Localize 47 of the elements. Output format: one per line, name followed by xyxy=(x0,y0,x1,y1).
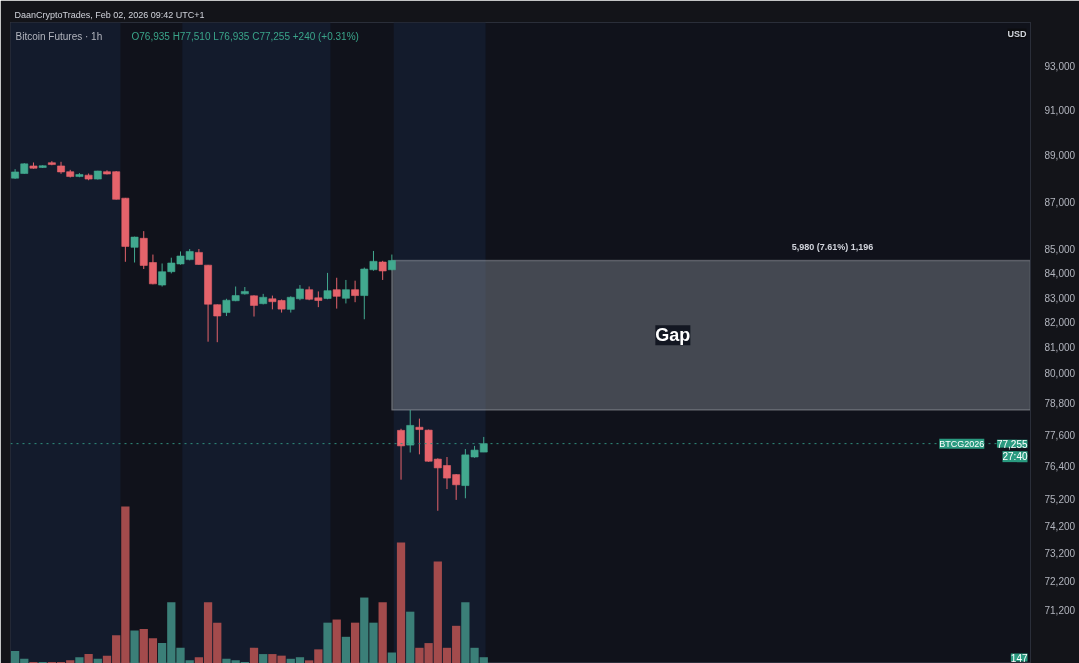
y-tick-label: 73,200 xyxy=(1044,548,1076,560)
y-tick-label: 85,000 xyxy=(1044,244,1076,256)
y-axis-title: USD xyxy=(1007,28,1027,39)
candlestick xyxy=(250,294,258,318)
candlestick xyxy=(323,272,332,300)
candlestick xyxy=(130,236,139,264)
text: DaanCryptoTrades, Feb 02, 2026 09:42 UTC+1 xyxy=(14,9,205,20)
y-tick-label: 71,200 xyxy=(1044,604,1076,616)
y-tick-label: 72,200 xyxy=(1044,576,1076,588)
annotation: 77,255 xyxy=(996,438,1028,450)
y-tick-label: 82,000 xyxy=(1044,317,1076,329)
y-tick-label: 74,200 xyxy=(1044,520,1076,532)
bar xyxy=(332,619,341,663)
candlestick xyxy=(332,277,341,310)
bar xyxy=(341,636,351,663)
bar xyxy=(406,611,415,663)
candlestick xyxy=(397,428,405,481)
y-tick-label: 77,600 xyxy=(1044,429,1076,441)
candlestick xyxy=(351,280,359,303)
y-tick-label: 84,000 xyxy=(1044,268,1076,280)
bar xyxy=(259,654,268,663)
bar xyxy=(350,622,360,663)
bar xyxy=(323,622,332,663)
y-tick-label: 78,800 xyxy=(1044,398,1076,410)
y-tick-label: 76,400 xyxy=(1044,461,1076,473)
annotation: 147 xyxy=(1010,652,1028,663)
y-tick-label: 75,200 xyxy=(1044,493,1076,505)
candlestick xyxy=(406,409,415,453)
y-tick-label: 87,000 xyxy=(1044,196,1076,208)
y-tick-label: 81,000 xyxy=(1044,342,1076,354)
text: O76,935 H77,510 L76,935 C77,255 +240 (+0.31%) xyxy=(131,30,359,42)
y-tick-label: 91,000 xyxy=(1044,105,1076,117)
annotation: 27:40 xyxy=(1002,451,1028,463)
y-tick-label: 83,000 xyxy=(1044,292,1076,304)
annotation: 5,980 (7.61%) 1,196 xyxy=(791,241,874,252)
band-label: Gap xyxy=(655,325,691,346)
bar xyxy=(249,647,259,663)
bar xyxy=(378,602,387,663)
y-tick-label: 93,000 xyxy=(1044,60,1076,72)
text: Bitcoin Futures · 1h xyxy=(15,30,103,42)
bar xyxy=(130,630,139,663)
bar xyxy=(396,542,406,663)
candlestick xyxy=(342,279,350,304)
y-tick-label: 80,000 xyxy=(1044,367,1076,379)
ref-line-label: BTCG2026 xyxy=(939,438,985,449)
bar xyxy=(387,652,396,663)
y-tick-label: 89,000 xyxy=(1044,150,1076,162)
